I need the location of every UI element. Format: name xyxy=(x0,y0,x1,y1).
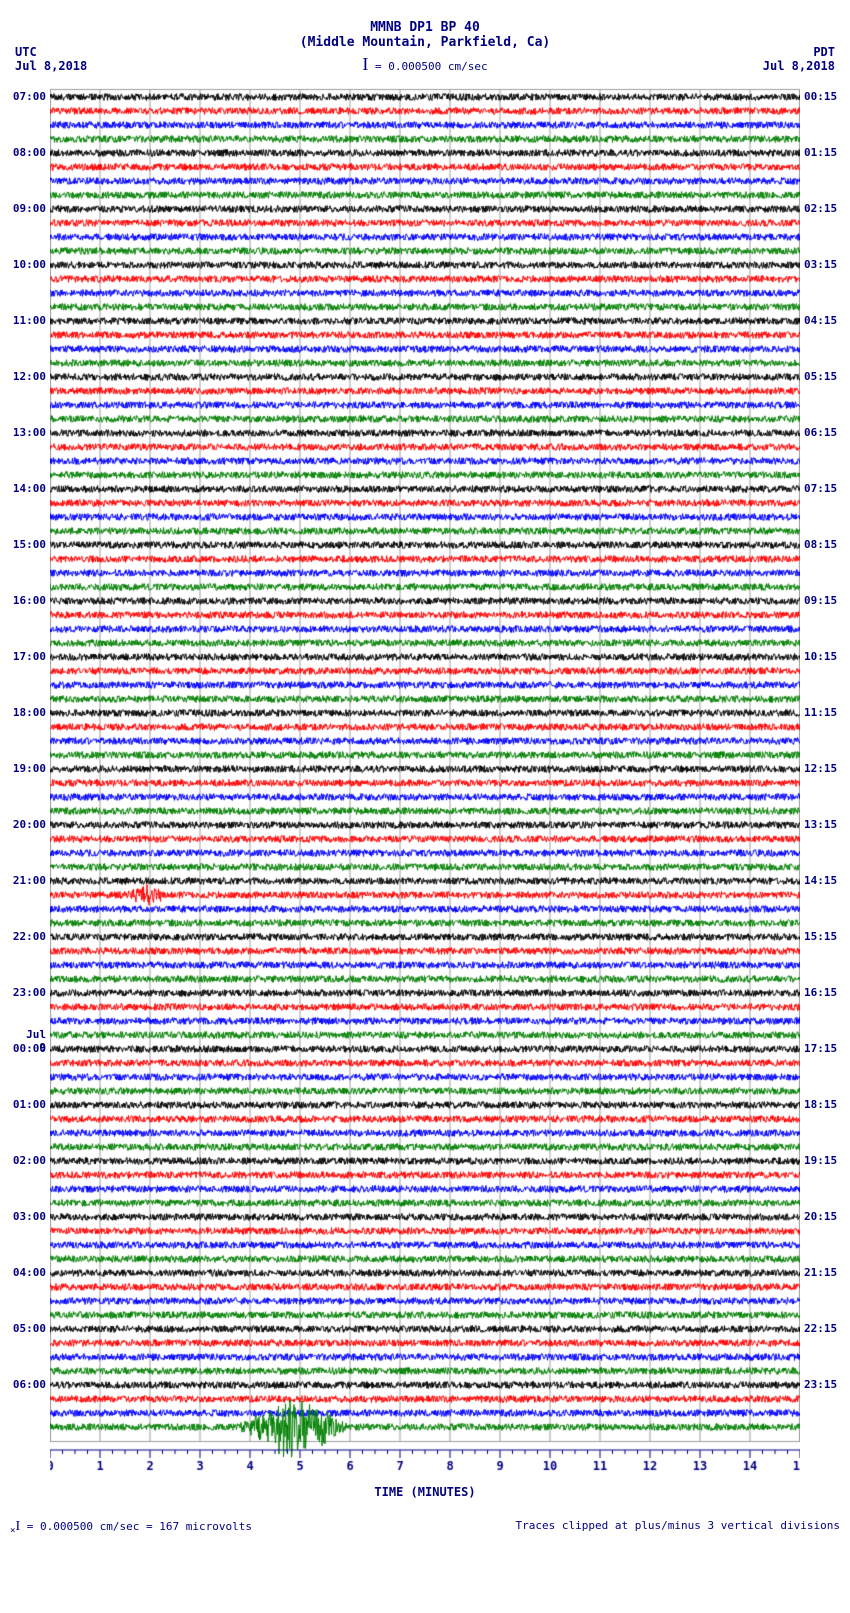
header-right-tz: PDT Jul 8,2018 xyxy=(763,45,835,73)
station-line: MMNB DP1 BP 40 xyxy=(0,20,850,35)
pdt-time-label: 04:15 xyxy=(804,314,837,327)
pdt-time-label: 19:15 xyxy=(804,1154,837,1167)
pdt-time-label: 07:15 xyxy=(804,482,837,495)
pdt-time-label: 20:15 xyxy=(804,1210,837,1223)
pdt-time-label: 10:15 xyxy=(804,650,837,663)
date-right: Jul 8,2018 xyxy=(763,59,835,73)
utc-time-label: 12:00 xyxy=(13,370,46,383)
scale-line: I = 0.000500 cm/sec xyxy=(0,54,850,75)
pdt-time-label: 21:15 xyxy=(804,1266,837,1279)
pdt-time-label: 02:15 xyxy=(804,202,837,215)
utc-time-label: 20:00 xyxy=(13,818,46,831)
utc-time-label: 15:00 xyxy=(13,538,46,551)
pdt-time-label: 23:15 xyxy=(804,1378,837,1391)
utc-time-label: 09:00 xyxy=(13,202,46,215)
utc-time-label: 06:00 xyxy=(13,1378,46,1391)
utc-time-label: 11:00 xyxy=(13,314,46,327)
utc-time-label: 07:00 xyxy=(13,90,46,103)
x-axis-label: TIME (MINUTES) xyxy=(0,1485,850,1499)
utc-time-label: 10:00 xyxy=(13,258,46,271)
utc-time-label: 05:00 xyxy=(13,1322,46,1335)
tz-left: UTC xyxy=(15,45,87,59)
pdt-time-label: 09:15 xyxy=(804,594,837,607)
header-left-tz: UTC Jul 8,2018 xyxy=(15,45,87,73)
tz-right: PDT xyxy=(763,45,835,59)
pdt-time-label: 05:15 xyxy=(804,370,837,383)
utc-time-label: 23:00 xyxy=(13,986,46,999)
seismogram-canvas xyxy=(50,85,800,1485)
pdt-time-label: 06:15 xyxy=(804,426,837,439)
pdt-time-label: 15:15 xyxy=(804,930,837,943)
utc-time-label: 19:00 xyxy=(13,762,46,775)
footer-left: ×I = 0.000500 cm/sec = 167 microvolts xyxy=(10,1519,252,1536)
pdt-time-label: 08:15 xyxy=(804,538,837,551)
pdt-time-label: 16:15 xyxy=(804,986,837,999)
pdt-time-label: 14:15 xyxy=(804,874,837,887)
pdt-time-label: 12:15 xyxy=(804,762,837,775)
utc-time-label: 04:00 xyxy=(13,1266,46,1279)
utc-time-label: 03:00 xyxy=(13,1210,46,1223)
utc-time-label: 21:00 xyxy=(13,874,46,887)
footer: ×I = 0.000500 cm/sec = 167 microvolts Tr… xyxy=(10,1519,840,1536)
utc-time-label: 00:00 xyxy=(13,1042,46,1055)
date-left: Jul 8,2018 xyxy=(15,59,87,73)
pdt-time-label: 18:15 xyxy=(804,1098,837,1111)
pdt-time-label: 00:15 xyxy=(804,90,837,103)
pdt-time-label: 22:15 xyxy=(804,1322,837,1335)
pdt-time-label: 01:15 xyxy=(804,146,837,159)
pdt-time-label: 17:15 xyxy=(804,1042,837,1055)
pdt-time-label: 11:15 xyxy=(804,706,837,719)
utc-time-label: 18:00 xyxy=(13,706,46,719)
utc-time-label: 22:00 xyxy=(13,930,46,943)
utc-time-label: 14:00 xyxy=(13,482,46,495)
utc-time-label: 13:00 xyxy=(13,426,46,439)
chart-header: UTC Jul 8,2018 PDT Jul 8,2018 MMNB DP1 B… xyxy=(0,0,850,75)
plot-area: 07:0008:0009:0010:0011:0012:0013:0014:00… xyxy=(50,85,800,1485)
utc-time-label: 02:00 xyxy=(13,1154,46,1167)
location-line: (Middle Mountain, Parkfield, Ca) xyxy=(0,35,850,50)
utc-time-label: 08:00 xyxy=(13,146,46,159)
utc-time-label: 17:00 xyxy=(13,650,46,663)
utc-time-label: 16:00 xyxy=(13,594,46,607)
utc-time-label: 01:00 xyxy=(13,1098,46,1111)
footer-left-text: = 0.000500 cm/sec = 167 microvolts xyxy=(20,1520,252,1533)
pdt-time-label: 03:15 xyxy=(804,258,837,271)
scale-text: = 0.000500 cm/sec xyxy=(368,60,487,73)
footer-right: Traces clipped at plus/minus 3 vertical … xyxy=(515,1519,840,1536)
pdt-time-label: 13:15 xyxy=(804,818,837,831)
